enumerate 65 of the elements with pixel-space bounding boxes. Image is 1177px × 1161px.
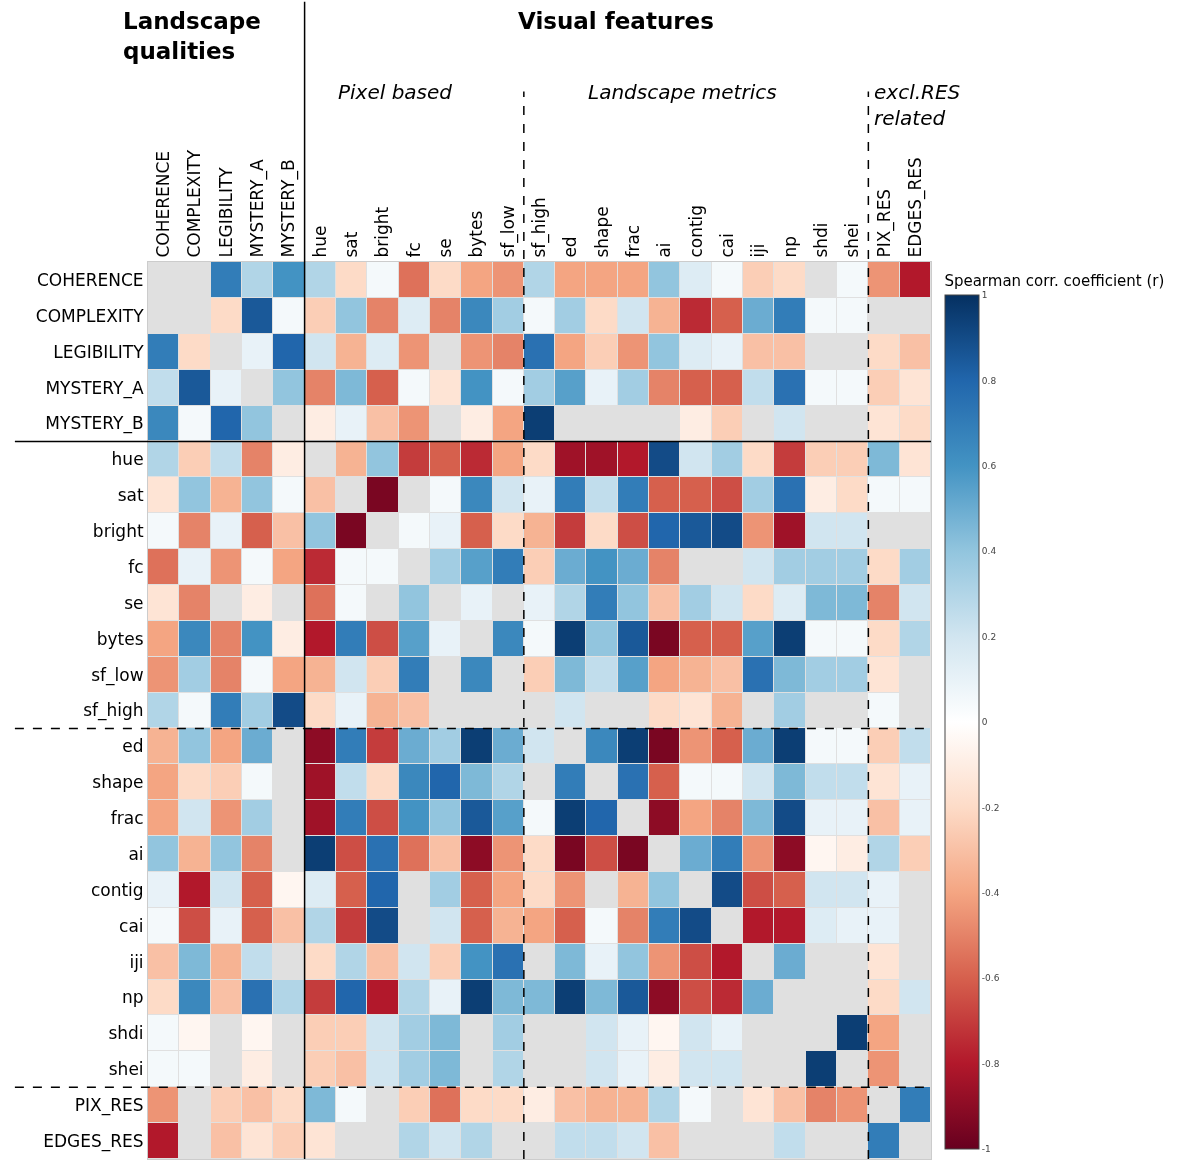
y-tick-label: bytes	[96, 628, 144, 649]
x-tick-label: sat	[341, 231, 362, 258]
x-tick-label: shdi	[810, 222, 831, 258]
color-bar-label: -0.8	[981, 1058, 1000, 1069]
color-bar-label: -0.4	[981, 887, 1000, 898]
y-tick-label: np	[122, 987, 144, 1008]
x-tick-label: LEGIBILITY	[215, 166, 236, 258]
color-bar-label: 0.2	[981, 631, 997, 642]
text: excl.RES related	[874, 80, 961, 130]
y-tick-label: fc	[128, 556, 144, 577]
x-tick-label: bytes	[466, 210, 487, 258]
x-tick-label: shape	[591, 206, 612, 258]
y-tick-label: cai	[119, 915, 144, 936]
y-tick-label: COMPLEXITY	[35, 305, 145, 326]
x-tick-label: EDGES_RES	[904, 157, 926, 258]
x-tick-label: iji	[748, 243, 769, 258]
text: Landscape metrics	[588, 80, 777, 104]
x-tick-label: np	[779, 236, 800, 258]
x-tick-label: bright	[372, 206, 393, 258]
x-tick-label: ai	[654, 242, 675, 258]
y-tick-label: COHERENCE	[36, 269, 144, 290]
y-tick-label: shei	[108, 1059, 144, 1080]
color-bar-label: 0.6	[981, 460, 997, 471]
x-tick-label: sf_high	[529, 197, 551, 258]
y-tick-label: shape	[92, 772, 144, 793]
color-bar-label: 0.4	[981, 546, 997, 557]
y-tick-label: bright	[92, 521, 144, 542]
y-tick-label: EDGES_RES	[43, 1131, 144, 1153]
y-tick-label: MYSTERY_B	[45, 413, 144, 435]
color-bar-label: 0.8	[981, 375, 997, 386]
x-tick-label: fc	[403, 242, 424, 258]
x-tick-label: frac	[622, 224, 643, 258]
x-tick-label: ed	[560, 236, 581, 258]
y-tick-label: ai	[128, 843, 144, 864]
color-bar-label: -1	[981, 1144, 991, 1155]
color-bar-label: -0.2	[981, 802, 1000, 813]
y-tick-label: sat	[117, 485, 144, 506]
y-tick-label: shdi	[108, 1023, 144, 1044]
x-tick-label: hue	[309, 225, 330, 258]
text: Visual features	[518, 8, 714, 34]
x-tick-label: contig	[685, 204, 706, 258]
x-tick-label: se	[435, 238, 456, 258]
x-tick-label: PIX_RES	[873, 188, 895, 258]
y-tick-label: PIX_RES	[74, 1095, 144, 1117]
y-tick-label: hue	[111, 449, 144, 470]
text: Pixel based	[338, 80, 453, 104]
y-tick-label: sf_high	[83, 700, 144, 722]
color-bar-label: -0.6	[981, 973, 1000, 984]
y-tick-label: frac	[110, 808, 144, 829]
x-tick-label: MYSTERY_B	[278, 159, 300, 258]
y-tick-label: iji	[129, 951, 144, 972]
y-tick-label: contig	[90, 879, 144, 900]
x-tick-label: shei	[842, 222, 863, 258]
x-tick-label: MYSTERY_A	[247, 159, 269, 258]
y-tick-label: MYSTERY_A	[45, 377, 144, 399]
y-tick-label: ed	[122, 736, 144, 757]
y-tick-label: se	[124, 592, 144, 613]
x-tick-label: cai	[716, 233, 737, 258]
x-tick-label: sf_low	[497, 205, 519, 258]
color-bar-label: 0	[981, 717, 988, 728]
color-bar-label: 1	[981, 290, 988, 301]
y-tick-label: sf_low	[91, 664, 144, 686]
text: Landscape qualities	[123, 8, 261, 64]
y-tick-label: LEGIBILITY	[53, 341, 145, 362]
color-bar-title: Spearman corr. coefficient (r)	[944, 271, 1165, 290]
